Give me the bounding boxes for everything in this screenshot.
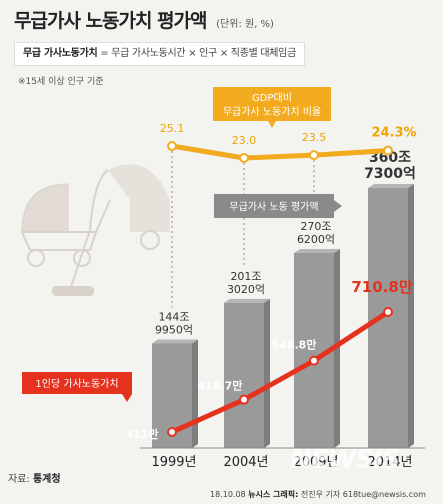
vacuum-body-icon xyxy=(108,164,170,232)
per-capita-point xyxy=(309,355,319,366)
per-capita-point xyxy=(167,427,177,437)
bar-top xyxy=(368,184,414,188)
population-note: ※15세 이상 인구 기준 xyxy=(18,77,104,87)
gdp-legend-box xyxy=(213,87,331,121)
per-capita-point xyxy=(383,307,393,317)
gdp-ratio-point xyxy=(167,141,177,151)
gdp-ratio-point xyxy=(239,153,249,163)
gdp-legend-pointer xyxy=(268,121,276,128)
bar-side xyxy=(264,298,270,448)
bar-value-label: 7300억 xyxy=(364,166,416,182)
stroller-handle-icon xyxy=(95,199,111,233)
bar-value-label: 6200억 xyxy=(297,233,335,246)
bar-value-label: 201조 xyxy=(230,270,261,283)
bar-value-label: 270조 xyxy=(300,220,331,233)
source-prefix: 자료: xyxy=(8,474,30,485)
per-capita-legend-pointer xyxy=(122,394,132,402)
bar-legend-label: 무급가사 노동 평가액 xyxy=(229,201,318,213)
unit-label: (단위: 원, %) xyxy=(216,19,274,30)
formula-label: 무급 가사노동가치 xyxy=(23,48,98,59)
per-capita-legend-label: 1인당 가사노동가치 xyxy=(35,378,118,390)
bar-legend-pointer xyxy=(334,200,342,212)
per-capita-legend-box xyxy=(22,372,132,394)
x-tick-label: 2014년 xyxy=(367,455,412,470)
x-tick-label: 2009년 xyxy=(293,455,338,470)
title-text: 무급가사 노동가치 평가액 xyxy=(14,10,208,32)
gdp-ratio-label: 25.1 xyxy=(160,122,185,135)
per-capita-label: 548.8만 xyxy=(272,338,317,352)
gdp-ratio-label: 23.5 xyxy=(302,131,327,144)
bar-value-label: 3020억 xyxy=(227,283,265,296)
gdp-ratio-line xyxy=(171,143,389,161)
per-capita-point xyxy=(239,394,249,405)
gdp-legend-label: 무급가사 노동가치 비율 xyxy=(223,106,321,118)
vacuum-hose-icon xyxy=(69,169,109,291)
bar-top xyxy=(294,248,340,253)
credit-agency: 뉴시스 그래픽: xyxy=(248,490,299,499)
credit-line: 18.10.08 뉴시스 그래픽: 전진우 기자 618tue@newsis.c… xyxy=(210,489,426,500)
gdp-ratio-label: 24.3% xyxy=(371,126,416,141)
per-capita-label: 710.8만 xyxy=(351,278,412,296)
gdp-ratio-label: 23.0 xyxy=(232,134,257,147)
source-name: 통계청 xyxy=(32,474,61,485)
bar-legend-box xyxy=(214,194,334,218)
bar-value-label: 144조 xyxy=(158,310,189,323)
bar-side xyxy=(408,184,414,448)
vacuum-wheel-icon xyxy=(140,230,160,250)
bar-value-label: 9950억 xyxy=(155,323,193,336)
x-tick-label: 2004년 xyxy=(223,455,268,470)
source-line: 자료: 통계청 xyxy=(8,470,61,485)
bar-top xyxy=(152,339,198,344)
stroller-hood-icon xyxy=(21,183,69,233)
per-capita-line xyxy=(170,309,390,435)
vacuum-nozzle-icon xyxy=(52,286,94,296)
newsis-watermark: NEWSIS xyxy=(290,445,400,475)
per-capita-label: 311만 xyxy=(125,427,158,441)
per-capita-label: 418.7만 xyxy=(198,379,243,393)
gdp-ratio-point xyxy=(309,150,319,161)
gdp-ratio-point xyxy=(383,145,393,156)
stroller-wheel-icon xyxy=(27,249,45,267)
bar xyxy=(224,302,264,448)
formula-box: 무급 가사노동가치 = 무급 가사노동시간 × 인구 × 직종별 대체임금 xyxy=(14,42,305,66)
bar-value-label: 360조 xyxy=(369,150,411,166)
bar xyxy=(368,188,408,448)
credit-author: 전진우 기자 618tue@newsis.com xyxy=(300,490,426,499)
formula-body: = 무급 가사노동시간 × 인구 × 직종별 대체임금 xyxy=(100,48,296,59)
gdp-legend-label: GDP대비 xyxy=(252,92,292,104)
credit-date: 18.10.08 xyxy=(210,490,246,499)
stroller-body-icon xyxy=(20,231,98,251)
bar-top xyxy=(224,298,270,303)
stroller-wheel-icon xyxy=(73,249,91,267)
x-tick-label: 1999년 xyxy=(151,455,196,470)
page-title: 무급가사 노동가치 평가액 (단위: 원, %) xyxy=(14,6,274,33)
bar-side xyxy=(192,339,198,448)
